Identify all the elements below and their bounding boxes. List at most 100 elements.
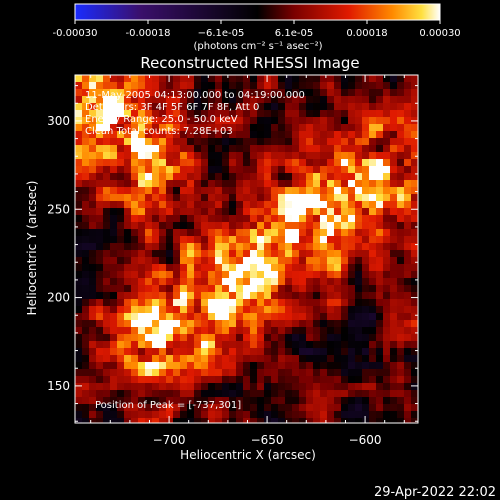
heatmap-cell: [89, 215, 97, 223]
heatmap-cell: [138, 285, 146, 293]
heatmap-cell: [243, 82, 251, 90]
heatmap-cell: [320, 89, 328, 97]
heatmap-cell: [110, 96, 118, 104]
heatmap-cell: [369, 215, 377, 223]
heatmap-cell: [355, 348, 363, 356]
heatmap-cell: [306, 285, 314, 293]
heatmap-cell: [341, 348, 349, 356]
heatmap-cell: [110, 299, 118, 307]
heatmap-cell: [117, 166, 125, 174]
heatmap-cell: [355, 327, 363, 335]
heatmap-cell: [215, 313, 223, 321]
heatmap-cell: [208, 103, 216, 111]
heatmap-cell: [124, 145, 132, 153]
heatmap-cell: [264, 201, 272, 209]
heatmap-cell: [299, 271, 307, 279]
heatmap-cell: [411, 103, 418, 111]
heatmap-cell: [271, 243, 279, 251]
heatmap-cell: [271, 236, 279, 244]
heatmap-cell: [75, 82, 83, 90]
heatmap-cell: [369, 229, 377, 237]
heatmap-cell: [348, 292, 356, 300]
heatmap-cell: [117, 411, 125, 419]
heatmap-cell: [362, 215, 370, 223]
heatmap-cell: [180, 278, 188, 286]
heatmap-cell: [404, 229, 412, 237]
heatmap-cell: [166, 152, 174, 160]
heatmap-cell: [145, 208, 153, 216]
heatmap-cell: [383, 110, 391, 118]
heatmap-cell: [180, 250, 188, 258]
heatmap-cell: [369, 299, 377, 307]
y-axis-label: Heliocentric Y (arcsec): [25, 181, 39, 316]
heatmap-cell: [299, 222, 307, 230]
heatmap-cell: [138, 243, 146, 251]
heatmap-cell: [124, 292, 132, 300]
heatmap-cell: [257, 215, 265, 223]
heatmap-cell: [376, 117, 384, 125]
heatmap-cell: [187, 117, 195, 125]
heatmap-cell: [194, 278, 202, 286]
heatmap-cell: [334, 201, 342, 209]
heatmap-cell: [362, 250, 370, 258]
heatmap-cell: [362, 124, 370, 132]
heatmap-cell: [117, 145, 125, 153]
heatmap-cell: [292, 257, 300, 265]
heatmap-cell: [187, 82, 195, 90]
heatmap-cell: [376, 187, 384, 195]
heatmap-cell: [201, 215, 209, 223]
heatmap-cell: [320, 292, 328, 300]
heatmap-cell: [299, 327, 307, 335]
heatmap-cell: [348, 278, 356, 286]
heatmap-cell: [404, 257, 412, 265]
heatmap-cell: [215, 250, 223, 258]
heatmap-cell: [229, 152, 237, 160]
heatmap-cell: [376, 75, 384, 83]
heatmap-cell: [96, 215, 104, 223]
heatmap-cell: [89, 383, 97, 391]
heatmap-cell: [166, 327, 174, 335]
heatmap-cell: [285, 215, 293, 223]
heatmap-cell: [236, 278, 244, 286]
heatmap-cell: [355, 355, 363, 363]
heatmap-cell: [194, 222, 202, 230]
heatmap-cell: [278, 418, 286, 423]
heatmap-cell: [180, 138, 188, 146]
heatmap-cell: [292, 236, 300, 244]
heatmap-cell: [306, 103, 314, 111]
heatmap-cell: [264, 103, 272, 111]
heatmap-cell: [278, 404, 286, 412]
heatmap-cell: [187, 383, 195, 391]
heatmap-cell: [355, 404, 363, 412]
heatmap-cell: [369, 159, 377, 167]
heatmap-cell: [215, 152, 223, 160]
heatmap-cell: [390, 201, 398, 209]
heatmap-cell: [243, 334, 251, 342]
heatmap-cell: [341, 383, 349, 391]
heatmap-cell: [355, 159, 363, 167]
heatmap-cell: [103, 229, 111, 237]
heatmap-cell: [411, 292, 418, 300]
heatmap-cell: [117, 124, 125, 132]
heatmap-cell: [257, 236, 265, 244]
heatmap-cell: [334, 243, 342, 251]
heatmap-cell: [145, 96, 153, 104]
heatmap-cell: [103, 131, 111, 139]
heatmap-cell: [278, 362, 286, 370]
heatmap-cell: [404, 292, 412, 300]
heatmap-cell: [369, 397, 377, 405]
heatmap-cell: [348, 110, 356, 118]
heatmap-cell: [82, 138, 90, 146]
heatmap-cell: [383, 215, 391, 223]
heatmap-cell: [82, 201, 90, 209]
heatmap-cell: [82, 208, 90, 216]
heatmap-cell: [194, 411, 202, 419]
heatmap-cell: [82, 348, 90, 356]
heatmap-cell: [383, 124, 391, 132]
heatmap-cell: [411, 278, 418, 286]
heatmap-cell: [376, 327, 384, 335]
heatmap-cell: [397, 229, 405, 237]
heatmap-cell: [299, 243, 307, 251]
heatmap-cell: [229, 117, 237, 125]
heatmap-cell: [383, 180, 391, 188]
